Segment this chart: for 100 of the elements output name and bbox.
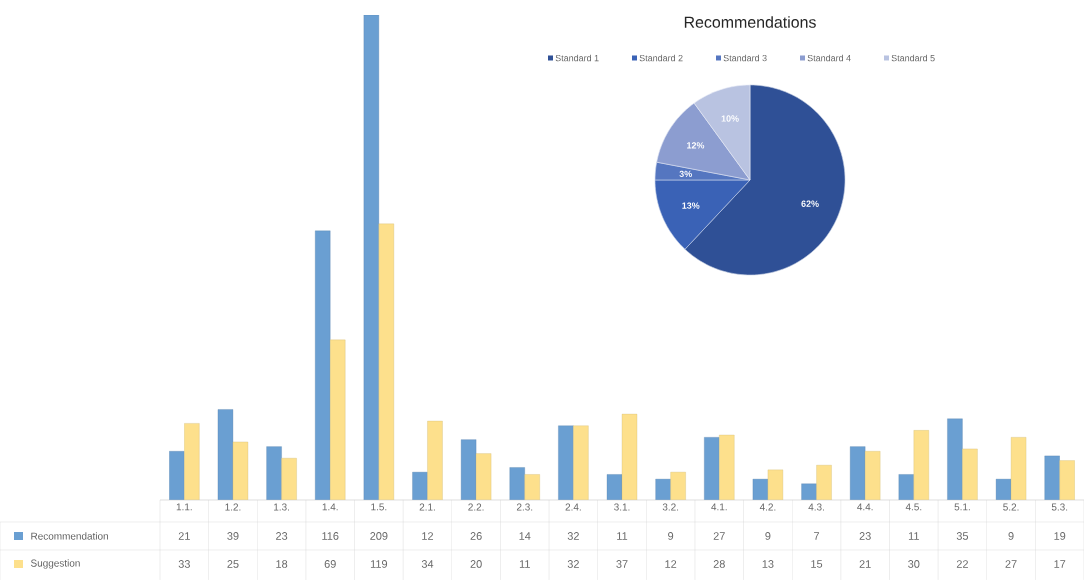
bar [363, 14, 379, 500]
legend-label: Standard 5 [891, 54, 935, 62]
bar [947, 418, 963, 500]
bar [184, 423, 200, 500]
x-tick-label: 2.1. [419, 503, 435, 511]
bar [378, 223, 394, 500]
data-label: 10% [721, 115, 739, 122]
bar [266, 446, 282, 500]
data-label: 15 [811, 560, 823, 568]
data-label: 14 [519, 532, 531, 540]
bar [217, 409, 234, 500]
x-tick-label: 3.1. [614, 503, 630, 511]
bar [330, 339, 346, 500]
data-label: 30 [908, 560, 920, 568]
x-tick-label: 1.4. [322, 503, 338, 511]
data-label: 33 [178, 560, 190, 568]
bar [412, 471, 428, 500]
bar [719, 434, 735, 500]
data-label: 12% [687, 142, 705, 149]
bar [573, 425, 589, 500]
data-label: 28 [713, 560, 725, 568]
data-label: 17 [1054, 560, 1066, 568]
bar [801, 483, 817, 500]
data-label: 27 [1005, 560, 1017, 568]
legend-label: Standard 2 [639, 54, 683, 62]
data-label: 37 [616, 560, 628, 568]
x-tick-label: 5.2. [1003, 503, 1019, 511]
data-label: 11 [519, 560, 530, 568]
x-tick-label: 5.1. [954, 503, 970, 511]
bar [1010, 437, 1027, 500]
bar [606, 474, 623, 500]
data-label: 20 [470, 560, 482, 568]
x-tick-label: 1.5. [371, 503, 387, 511]
x-tick-label: 5.3. [1051, 503, 1068, 511]
data-label: 32 [567, 532, 579, 540]
bar [427, 420, 443, 500]
x-tick-label: 1.1. [176, 503, 192, 511]
bar [621, 413, 638, 500]
bar [865, 451, 881, 500]
data-label: 11 [617, 532, 628, 540]
bar [169, 451, 185, 500]
data-label: 13% [682, 202, 700, 209]
bar [898, 474, 914, 500]
legend-label: Standard 4 [807, 54, 851, 62]
data-label: 119 [370, 560, 388, 568]
data-label: 9 [1008, 532, 1014, 540]
x-tick-label: 3.2. [662, 503, 679, 511]
bar [281, 458, 297, 500]
bar [524, 474, 540, 500]
data-label: 209 [370, 532, 388, 540]
bar [509, 467, 525, 500]
data-label: 62% [801, 200, 819, 207]
legend-label: Standard 1 [555, 54, 599, 62]
data-label: 12 [665, 560, 677, 568]
x-tick-label: 4.1. [711, 503, 727, 511]
legend-label: Standard 3 [723, 54, 767, 62]
bar [460, 439, 477, 500]
data-label: 7 [814, 532, 820, 540]
bar [1059, 460, 1075, 500]
data-label: 23 [276, 532, 288, 540]
data-label: 69 [324, 560, 336, 568]
bar [816, 465, 832, 500]
bar [752, 478, 769, 500]
chart-title: Recommendations [684, 16, 816, 28]
data-label: 19 [1054, 532, 1066, 540]
bar [315, 230, 331, 500]
data-label: 3% [679, 170, 692, 178]
data-label: 27 [713, 532, 725, 540]
bar [850, 446, 866, 500]
data-label: 18 [276, 560, 288, 568]
bar [232, 441, 249, 500]
data-label: 13 [762, 560, 774, 568]
data-label: 9 [765, 532, 771, 540]
data-label: 116 [322, 532, 339, 540]
bar [913, 430, 929, 500]
x-tick-label: 2.3. [516, 503, 533, 511]
data-label: 21 [859, 560, 871, 568]
bar [704, 437, 720, 500]
data-label: 12 [422, 532, 434, 540]
x-tick-label: 2.2. [468, 503, 484, 511]
data-label: 26 [470, 532, 482, 540]
bar [558, 425, 574, 500]
legend-label: Suggestion [30, 559, 80, 569]
bar [655, 478, 671, 500]
x-tick-label: 2.4. [565, 503, 581, 511]
bar [767, 469, 784, 500]
data-label: 21 [178, 532, 190, 540]
data-label: 23 [859, 532, 871, 540]
bar [995, 478, 1012, 500]
bar [670, 471, 686, 500]
data-label: 25 [227, 560, 239, 568]
bar [475, 453, 492, 500]
x-tick-label: 4.4. [857, 503, 873, 511]
x-tick-label: 4.5. [905, 503, 922, 511]
data-label: 35 [956, 532, 969, 540]
data-label: 32 [567, 560, 579, 568]
data-label: 39 [227, 532, 239, 540]
data-label: 22 [956, 560, 968, 568]
data-label: 34 [421, 560, 434, 568]
x-tick-label: 4.2. [759, 503, 776, 511]
